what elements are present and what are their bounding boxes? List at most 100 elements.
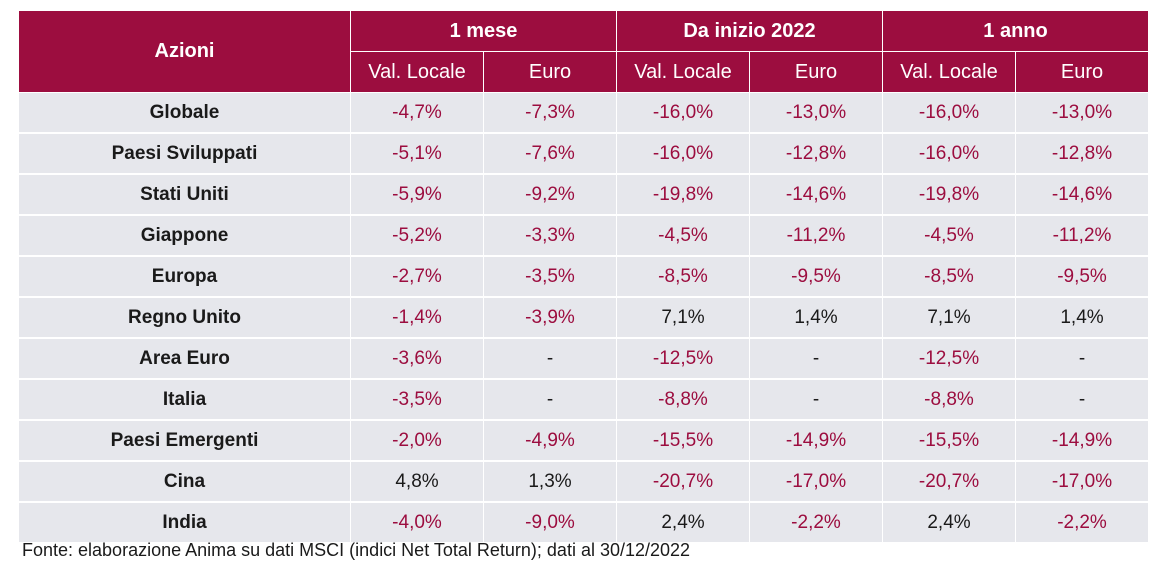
table-cell: -16,0% <box>616 133 750 175</box>
table-cell: -16,0% <box>616 92 750 134</box>
table-cell: -5,2% <box>350 215 484 257</box>
header-row-groups: Azioni 1 mese Da inizio 2022 1 anno <box>18 10 1150 93</box>
table-row: Italia -3,5% - -8,8% - -8,8% - <box>18 379 1150 421</box>
subheader: Val. Locale <box>616 51 750 93</box>
table-cell: 1,4% <box>749 297 883 339</box>
table-row: Stati Uniti -5,9% -9,2% -19,8% -14,6% -19,8% -… <box>18 174 1150 216</box>
table-cell: -8,5% <box>616 256 750 298</box>
table-cell: -14,9% <box>749 420 883 462</box>
source-note: Fonte: elaborazione Anima su dati MSCI (… <box>22 540 691 560</box>
table-row: Giappone -5,2% -3,3% -4,5% -11,2% -4,5% -11,2% <box>18 215 1150 257</box>
table-cell: -7,3% <box>483 92 617 134</box>
subheader: Euro <box>483 51 617 93</box>
table-cell: 2,4% <box>882 502 1016 544</box>
table-cell: -19,8% <box>616 174 750 216</box>
table-cell: -4,5% <box>882 215 1016 257</box>
table-cell: -4,9% <box>483 420 617 462</box>
table-cell: - <box>483 379 617 421</box>
table-cell: -2,7% <box>350 256 484 298</box>
table-cell: -5,1% <box>350 133 484 175</box>
table-row: Area Euro -3,6% - -12,5% - -12,5% - <box>18 338 1150 380</box>
table-cell: -17,0% <box>749 461 883 503</box>
table-cell: - <box>1014 338 1150 380</box>
table-cell: -1,4% <box>350 297 484 339</box>
table-cell: -2,0% <box>350 420 484 462</box>
table-cell: -3,9% <box>483 297 617 339</box>
table-cell: -20,7% <box>616 461 750 503</box>
table-cell: -3,5% <box>350 379 484 421</box>
subheader: Euro <box>749 51 883 93</box>
table-cell: - <box>749 379 883 421</box>
table-cell: -20,7% <box>882 461 1016 503</box>
table-cell: 1,3% <box>483 461 617 503</box>
table-cell: -14,6% <box>1014 174 1150 216</box>
table-cell: -16,0% <box>882 92 1016 134</box>
row-label: Cina <box>18 461 351 503</box>
subheader: Euro <box>1014 51 1150 93</box>
row-label: Stati Uniti <box>18 174 351 216</box>
table-cell: -4,5% <box>616 215 750 257</box>
table-cell: -5,9% <box>350 174 484 216</box>
table-cell: -12,5% <box>616 338 750 380</box>
subheader: Val. Locale <box>350 51 484 93</box>
table-cell: 1,4% <box>1014 297 1150 339</box>
row-label: Paesi Emergenti <box>18 420 351 462</box>
group-header: 1 anno <box>881 10 1150 52</box>
table-cell: -9,0% <box>483 502 617 544</box>
table-cell: -3,5% <box>483 256 617 298</box>
row-label: India <box>18 502 351 544</box>
table-row: Cina 4,8% 1,3% -20,7% -17,0% -20,7% -17,0% <box>18 461 1150 503</box>
row-label: Globale <box>18 92 351 134</box>
table-cell: -13,0% <box>749 92 883 134</box>
table-cell: 7,1% <box>882 297 1016 339</box>
table-cell: - <box>483 338 617 380</box>
table-cell: 4,8% <box>350 461 484 503</box>
table-cell: -4,7% <box>350 92 484 134</box>
subheader: Val. Locale <box>882 51 1016 93</box>
table-cell: -2,2% <box>1014 502 1150 544</box>
table-cell: -11,2% <box>749 215 883 257</box>
table-cell: -14,6% <box>749 174 883 216</box>
group-header: Da inizio 2022 <box>616 10 883 52</box>
table-cell: 7,1% <box>616 297 750 339</box>
row-label: Italia <box>18 379 351 421</box>
table-cell: -8,8% <box>616 379 750 421</box>
table-row: Europa -2,7% -3,5% -8,5% -9,5% -8,5% -9,5% <box>18 256 1150 298</box>
row-label: Europa <box>18 256 351 298</box>
table-body: Globale -4,7% -7,3% -16,0% -13,0% -16,0% -13,0… <box>18 92 1150 544</box>
table-cell: -11,2% <box>1014 215 1150 257</box>
row-label: Giappone <box>18 215 351 257</box>
table-cell: -15,5% <box>616 420 750 462</box>
table-cell: -9,5% <box>749 256 883 298</box>
table-cell: -15,5% <box>882 420 1016 462</box>
table-row: Globale -4,7% -7,3% -16,0% -13,0% -16,0% -13,0… <box>18 92 1150 134</box>
table-cell: -16,0% <box>882 133 1016 175</box>
table-cell: -2,2% <box>749 502 883 544</box>
table-cell: -14,9% <box>1014 420 1150 462</box>
table-row: Paesi Sviluppati -5,1% -7,6% -16,0% -12,8% -1… <box>18 133 1150 175</box>
returns-table-container: Azioni 1 mese Da inizio 2022 1 anno Val.… <box>18 10 1150 544</box>
table-cell: -12,5% <box>882 338 1016 380</box>
row-label: Area Euro <box>18 338 351 380</box>
table-cell: - <box>1014 379 1150 421</box>
table-cell: 2,4% <box>616 502 750 544</box>
table-row: Regno Unito -1,4% -3,9% 7,1% 1,4% 7,1% 1,4% <box>18 297 1150 339</box>
table-cell: -12,8% <box>1014 133 1150 175</box>
table-header: Azioni 1 mese Da inizio 2022 1 anno Val.… <box>18 10 1150 93</box>
table-row: Paesi Emergenti -2,0% -4,9% -15,5% -14,9% -15… <box>18 420 1150 462</box>
table-cell: -9,2% <box>483 174 617 216</box>
table-cell: -17,0% <box>1014 461 1150 503</box>
table-cell: -13,0% <box>1014 92 1150 134</box>
returns-table: Azioni 1 mese Da inizio 2022 1 anno Val.… <box>18 10 1150 544</box>
table-cell: -4,0% <box>350 502 484 544</box>
table-cell: - <box>749 338 883 380</box>
table-cell: -3,6% <box>350 338 484 380</box>
table-cell: -19,8% <box>882 174 1016 216</box>
group-header: 1 mese <box>350 10 617 52</box>
row-label: Regno Unito <box>18 297 351 339</box>
row-label: Paesi Sviluppati <box>18 133 351 175</box>
header-row-sub: Val. Locale Euro Val. Locale Euro Val. L… <box>19 51 1150 93</box>
table-row: India -4,0% -9,0% 2,4% -2,2% 2,4% -2,2% <box>18 502 1150 544</box>
table-cell: -3,3% <box>483 215 617 257</box>
corner-header: Azioni <box>18 10 351 93</box>
